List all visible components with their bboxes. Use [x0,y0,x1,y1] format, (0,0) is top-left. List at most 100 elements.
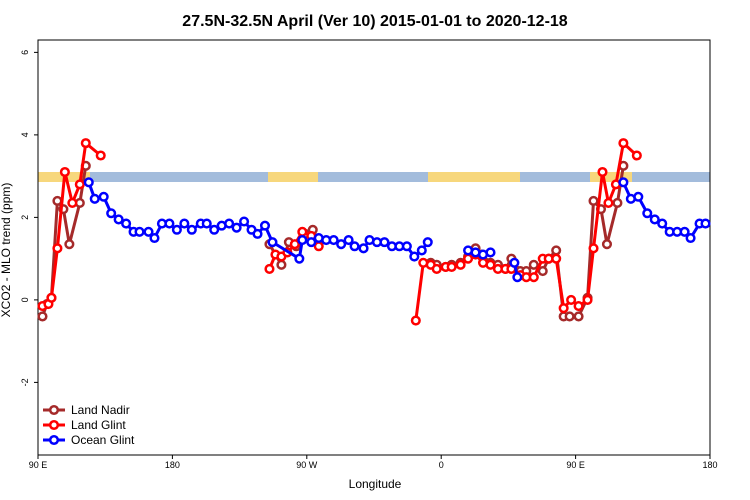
plot-frame [37,39,711,456]
data-point [113,214,124,225]
data-point [631,150,642,161]
data-point [558,303,569,314]
data-point [455,259,466,270]
data-point [582,294,593,305]
data-point [294,253,305,264]
legend-marker [48,434,60,446]
data-point [134,226,145,237]
data-point [601,239,613,250]
data-point [95,150,106,161]
data-point [679,226,690,237]
data-point [59,166,70,178]
data-point [259,220,271,231]
data-point [446,261,457,272]
data-point [485,259,496,270]
data-point [289,239,300,250]
data-point [252,228,263,239]
data-point [603,197,614,208]
data-point [306,237,317,248]
data-point [267,237,278,248]
data-point [83,177,94,188]
data-point [618,177,629,188]
data-point [685,232,696,244]
data-point [328,235,339,246]
data-point [588,243,599,254]
data-point [410,315,421,326]
data-point [528,272,539,283]
data-point [37,311,48,322]
data-point [209,224,220,235]
data-point [179,218,190,229]
data-point [121,218,132,229]
series-line [87,181,429,262]
data-point [551,245,562,256]
data-point [633,191,644,202]
data-point [171,224,182,235]
data-point [52,195,63,206]
data-point [422,237,433,248]
chart-title: 27.5N-32.5N April (Ver 10) 2015-01-01 to… [182,13,568,30]
data-point [149,232,160,244]
data-point [349,241,360,252]
data-point [537,265,548,277]
data-point [276,259,287,270]
series-line [622,181,706,241]
data-point [89,193,100,204]
x-tick-label: 180 [702,460,717,470]
data-point [700,218,711,229]
data-point [358,243,369,254]
x-tick-label: 0 [439,460,444,470]
data-point [67,197,78,208]
y-tick-label: 0 [20,297,30,302]
y-tick-label: 6 [20,50,30,55]
data-point [80,138,91,149]
data-point [98,191,109,202]
y-axis-title: XCO2 - MLO trend (ppm) [0,183,13,318]
x-tick-label: 180 [165,460,180,470]
data-point [231,222,242,233]
y-tick-label: 2 [20,215,30,220]
data-point [485,247,496,258]
data-point [52,243,63,254]
data-point [416,245,427,256]
data-point [201,218,212,229]
x-tick-label: 90 W [296,460,318,470]
data-point [649,214,660,225]
data-point [573,301,584,312]
data-point [143,226,154,237]
data-point [297,226,308,237]
legend-label: Land Nadir [71,403,130,417]
legend-marker [48,404,60,416]
data-point [509,257,520,268]
data-point [74,179,85,190]
legend-label: Ocean Glint [71,433,135,447]
data-point [588,195,599,206]
data-point [379,237,390,248]
y-tick-label: -2 [20,378,30,386]
data-point [106,208,117,219]
legend-label: Land Glint [71,418,126,432]
data-point [618,138,629,149]
data-point [297,235,308,246]
data-point [401,241,412,252]
data-point [512,272,523,283]
x-tick-label: 90 E [29,460,48,470]
data-point [642,208,653,219]
data-point [528,259,539,270]
data-point [597,166,608,178]
data-point [264,263,275,275]
data-point [239,216,250,227]
data-point [564,311,575,322]
data-point [409,251,420,262]
data-point [431,263,442,275]
data-point [164,218,175,229]
legend-marker [48,419,60,431]
data-point [551,253,562,264]
data-point [186,224,197,235]
x-axis-title: Longitude [349,477,402,491]
land-mask-strip [38,172,710,182]
data-point [64,239,75,250]
x-tick-label: 90 E [566,460,585,470]
data-point [46,292,57,303]
